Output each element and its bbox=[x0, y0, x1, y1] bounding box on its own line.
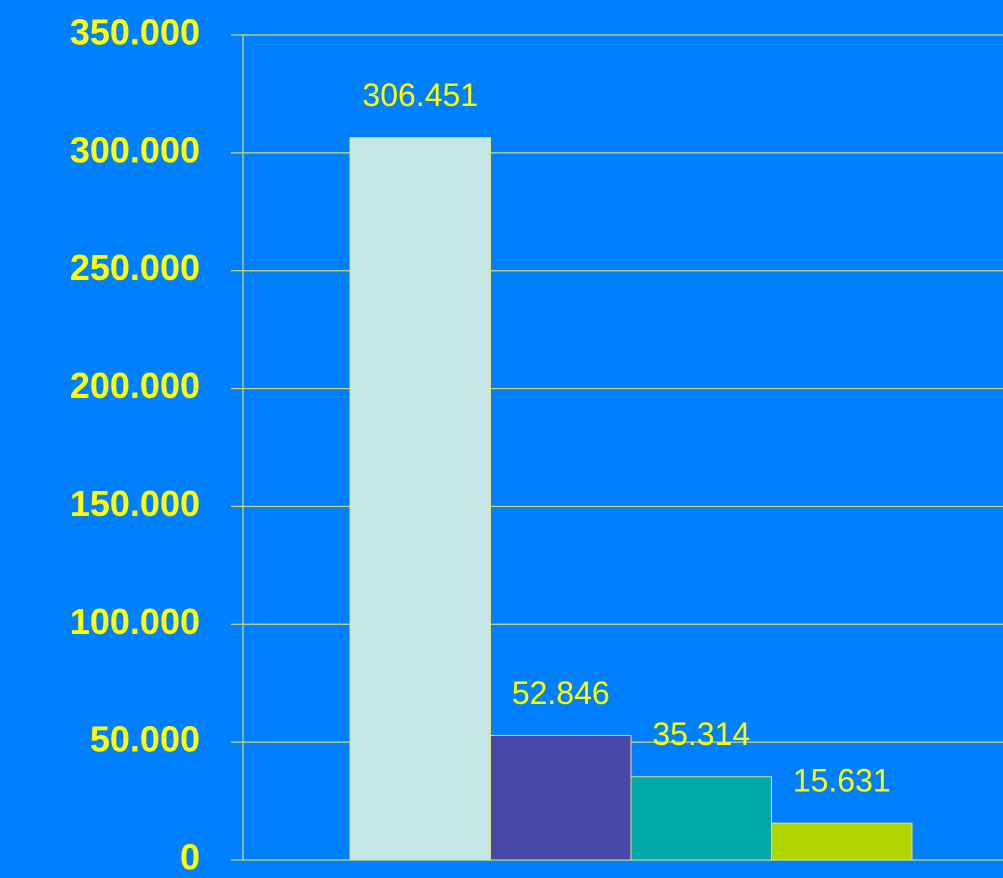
bar bbox=[349, 137, 491, 861]
bar bbox=[630, 776, 772, 861]
y-tick-label: 150.000 bbox=[70, 483, 200, 524]
y-tick-label: 350.000 bbox=[70, 12, 200, 53]
y-tick-label: 100.000 bbox=[70, 601, 200, 642]
y-tick-label: 200.000 bbox=[70, 365, 200, 406]
value-label: 306.451 bbox=[362, 77, 478, 113]
bar bbox=[771, 822, 913, 861]
y-tick-label: 0 bbox=[180, 837, 200, 878]
bar bbox=[490, 734, 632, 861]
value-label: 35.314 bbox=[652, 716, 750, 752]
y-tick-label: 300.000 bbox=[70, 129, 200, 170]
y-tick-label: 250.000 bbox=[70, 247, 200, 288]
value-label: 15.631 bbox=[793, 763, 891, 799]
y-tick-label: 50.000 bbox=[90, 719, 200, 760]
value-label: 52.846 bbox=[512, 675, 610, 711]
